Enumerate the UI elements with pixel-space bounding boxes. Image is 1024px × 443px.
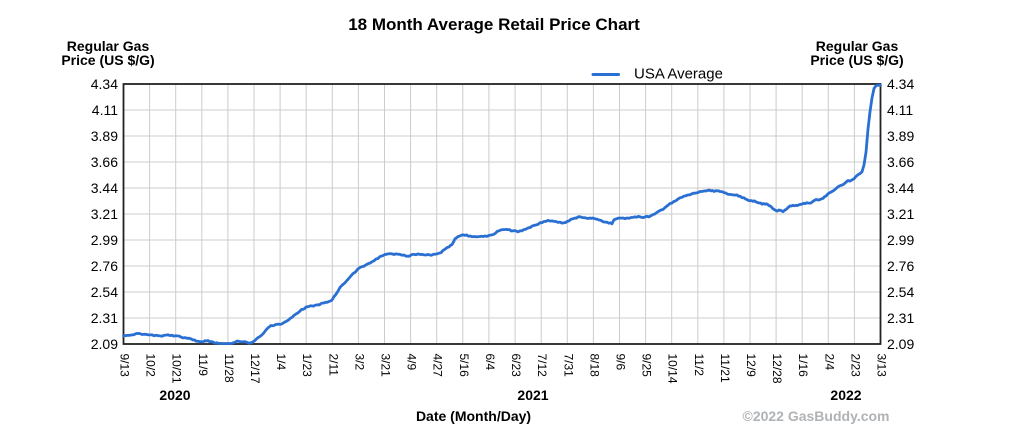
svg-text:4.11: 4.11: [887, 102, 913, 118]
svg-text:4.34: 4.34: [887, 76, 914, 92]
svg-text:11/2: 11/2: [692, 354, 706, 377]
svg-text:2.76: 2.76: [91, 258, 118, 274]
svg-text:4/27: 4/27: [431, 354, 445, 378]
svg-text:4.34: 4.34: [91, 76, 118, 92]
svg-text:2.76: 2.76: [887, 258, 914, 274]
svg-text:9/25: 9/25: [640, 354, 654, 378]
svg-text:4.11: 4.11: [92, 102, 118, 118]
svg-text:8/18: 8/18: [587, 354, 601, 378]
svg-text:3/21: 3/21: [379, 354, 393, 378]
svg-text:11/21: 11/21: [718, 354, 732, 383]
svg-text:2.09: 2.09: [91, 336, 118, 352]
svg-text:3.66: 3.66: [887, 154, 914, 170]
svg-text:12/28: 12/28: [770, 354, 784, 384]
svg-text:2.31: 2.31: [887, 310, 914, 326]
svg-text:10/14: 10/14: [666, 354, 680, 384]
svg-text:10/21: 10/21: [170, 354, 184, 384]
svg-text:2/23: 2/23: [848, 354, 862, 378]
svg-text:2.99: 2.99: [887, 232, 914, 248]
svg-text:1/16: 1/16: [796, 354, 810, 378]
svg-text:2/4: 2/4: [822, 354, 836, 371]
svg-text:18 Month Average Retail Price: 18 Month Average Retail Price Chart: [348, 15, 640, 34]
svg-text:2.09: 2.09: [887, 336, 914, 352]
svg-text:2.54: 2.54: [91, 284, 118, 300]
svg-text:5/16: 5/16: [457, 354, 471, 378]
svg-text:1/23: 1/23: [300, 354, 314, 378]
svg-text:11/9: 11/9: [196, 354, 210, 377]
svg-text:2021: 2021: [517, 387, 548, 403]
svg-text:Price (US $/G): Price (US $/G): [810, 52, 903, 68]
svg-text:2.31: 2.31: [91, 310, 118, 326]
svg-text:3.66: 3.66: [91, 154, 118, 170]
svg-text:©2022 GasBuddy.com: ©2022 GasBuddy.com: [743, 408, 890, 424]
svg-text:9/6: 9/6: [614, 354, 628, 371]
svg-text:3.89: 3.89: [91, 128, 118, 144]
svg-text:3.44: 3.44: [887, 180, 914, 196]
svg-text:Date (Month/Day): Date (Month/Day): [416, 408, 531, 424]
svg-text:6/23: 6/23: [509, 354, 523, 378]
svg-text:11/28: 11/28: [222, 354, 236, 383]
svg-text:3.21: 3.21: [91, 206, 118, 222]
svg-text:3.44: 3.44: [91, 180, 118, 196]
svg-text:9/13: 9/13: [118, 354, 132, 378]
svg-text:Price (US $/G): Price (US $/G): [61, 52, 154, 68]
svg-text:7/31: 7/31: [561, 354, 575, 378]
svg-text:3.89: 3.89: [887, 128, 914, 144]
svg-text:10/2: 10/2: [144, 354, 158, 378]
svg-text:7/12: 7/12: [535, 354, 549, 378]
svg-text:3.21: 3.21: [887, 206, 914, 222]
svg-text:2.99: 2.99: [91, 232, 118, 248]
svg-text:3/2: 3/2: [352, 354, 366, 371]
svg-text:2/11: 2/11: [326, 354, 340, 377]
svg-text:Regular Gas: Regular Gas: [816, 38, 899, 54]
svg-text:2.54: 2.54: [887, 284, 914, 300]
svg-text:2020: 2020: [159, 387, 190, 403]
svg-text:6/4: 6/4: [483, 354, 497, 371]
svg-text:4/9: 4/9: [405, 354, 419, 371]
svg-text:12/17: 12/17: [248, 354, 262, 384]
svg-text:12/9: 12/9: [744, 354, 758, 378]
svg-text:2022: 2022: [830, 387, 861, 403]
svg-text:3/13: 3/13: [875, 354, 889, 378]
svg-text:1/4: 1/4: [274, 354, 288, 371]
svg-text:USA Average: USA Average: [634, 66, 723, 83]
svg-text:Regular Gas: Regular Gas: [67, 38, 150, 54]
